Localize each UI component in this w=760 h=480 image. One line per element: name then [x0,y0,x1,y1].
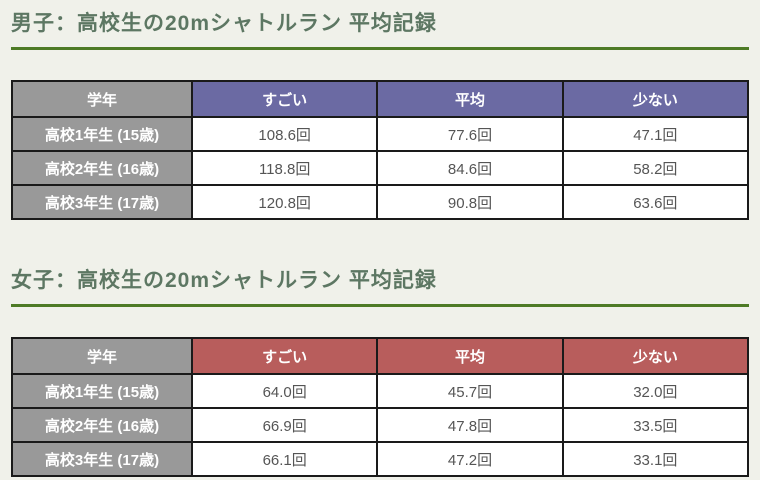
value-cell: 32.0回 [561,373,750,409]
row-label: 高校2年生 (16歳) [11,150,193,186]
row-label: 高校1年生 (15歳) [11,373,193,409]
value-cell: 66.1回 [190,441,379,477]
value-cell: 33.1回 [561,441,750,477]
value-cell: 90.8回 [376,184,564,220]
value-cell: 47.1回 [561,116,750,152]
value-cell: 118.8回 [190,150,379,186]
column-header-grade: 学年 [11,337,193,375]
value-cell: 84.6回 [376,150,564,186]
value-cell: 47.2回 [376,441,564,477]
table-row: 高校3年生 (17歳) 66.1回 47.2回 33.1回 [11,441,750,477]
column-header-average: 平均 [376,80,564,118]
row-label: 高校3年生 (17歳) [11,184,193,220]
value-cell: 120.8回 [190,184,379,220]
value-cell: 58.2回 [561,150,750,186]
value-cell: 47.8回 [376,407,564,443]
table-row: 高校3年生 (17歳) 120.8回 90.8回 63.6回 [11,184,750,220]
section-title-women: 女子：高校生の20mシャトルラン 平均記録 [11,269,437,292]
value-cell: 77.6回 [376,116,564,152]
header-row: 学年 すごい 平均 少ない [11,80,750,118]
row-label: 高校1年生 (15歳) [11,116,193,152]
row-label: 高校3年生 (17歳) [11,441,193,477]
men-section: 男子：高校生の20mシャトルラン 平均記録 学年 すごい 平均 少ない 高校1年… [11,0,750,220]
table-row: 高校2年生 (16歳) 118.8回 84.6回 58.2回 [11,150,750,186]
table-row: 高校1年生 (15歳) 64.0回 45.7回 32.0回 [11,373,750,409]
column-header-average: 平均 [376,337,564,375]
row-label: 高校2年生 (16歳) [11,407,193,443]
section-title-men: 男子：高校生の20mシャトルラン 平均記録 [11,12,437,35]
header-row: 学年 すごい 平均 少ない [11,337,750,375]
value-cell: 45.7回 [376,373,564,409]
men-records-table: 学年 すごい 平均 少ない 高校1年生 (15歳) 108.6回 77.6回 4… [11,80,750,220]
column-header-great: すごい [190,337,379,375]
table-row: 高校1年生 (15歳) 108.6回 77.6回 47.1回 [11,116,750,152]
column-header-low: 少ない [561,80,750,118]
women-records-table: 学年 すごい 平均 少ない 高校1年生 (15歳) 64.0回 45.7回 32… [11,337,750,477]
title-underline-men [11,47,749,50]
table-row: 高校2年生 (16歳) 66.9回 47.8回 33.5回 [11,407,750,443]
value-cell: 66.9回 [190,407,379,443]
column-header-great: すごい [190,80,379,118]
value-cell: 64.0回 [190,373,379,409]
value-cell: 108.6回 [190,116,379,152]
value-cell: 63.6回 [561,184,750,220]
column-header-low: 少ない [561,337,750,375]
title-underline-women [11,304,749,307]
value-cell: 33.5回 [561,407,750,443]
women-section: 女子：高校生の20mシャトルラン 平均記録 学年 すごい 平均 少ない 高校1年… [11,220,750,477]
column-header-grade: 学年 [11,80,193,118]
